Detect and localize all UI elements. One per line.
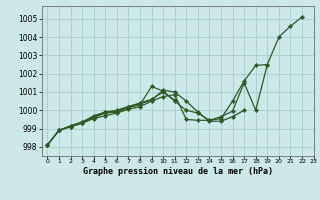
X-axis label: Graphe pression niveau de la mer (hPa): Graphe pression niveau de la mer (hPa) bbox=[83, 167, 273, 176]
